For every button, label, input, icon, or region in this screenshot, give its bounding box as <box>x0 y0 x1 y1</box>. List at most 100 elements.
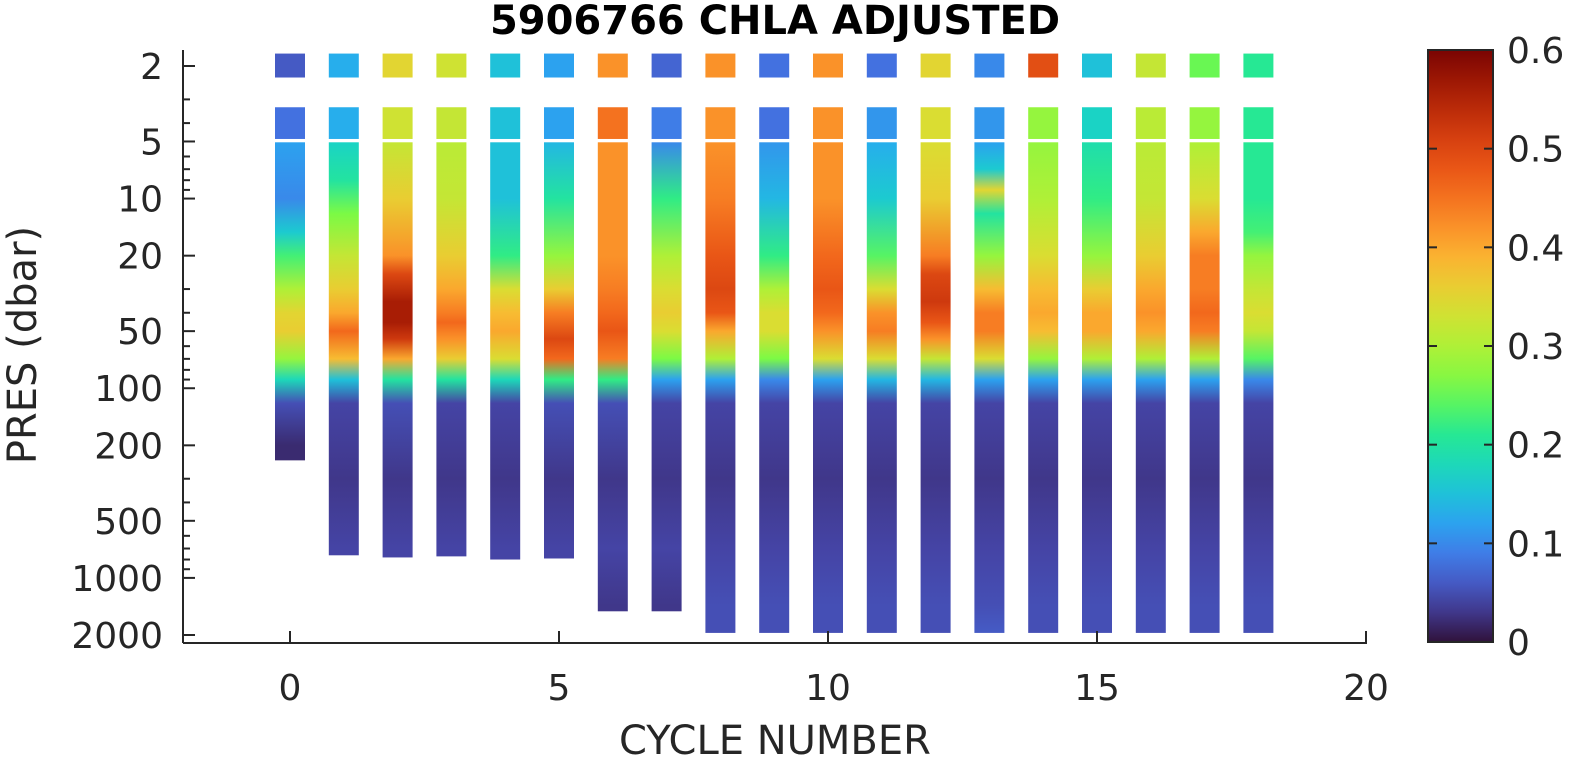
profile-1 <box>328 53 359 556</box>
y-tick-label: 2000 <box>71 616 163 657</box>
colorbar: 0 0.1 0.2 0.3 0.4 0.5 0.6 <box>1427 31 1564 664</box>
colorbar-tick-label: 0.3 <box>1507 327 1564 368</box>
profile-column <box>1135 142 1166 633</box>
profile-surface-cell <box>544 53 574 78</box>
profile-surface-cell <box>436 53 467 78</box>
profile-column <box>651 142 682 612</box>
profile-8 <box>705 53 736 633</box>
profile-surface-cell <box>328 53 359 78</box>
y-tick-label: 50 <box>117 312 163 353</box>
profile-12 <box>920 53 951 633</box>
y-tick-label: 5 <box>140 122 163 163</box>
y-axis-label: PRES (dbar) <box>0 226 46 464</box>
profile-upper-cell <box>490 107 521 139</box>
x-tick-label: 15 <box>1074 668 1120 709</box>
profile-column <box>705 142 736 633</box>
profile-0 <box>275 53 305 461</box>
profile-upper-cell <box>275 107 305 139</box>
profile-surface-cell <box>490 53 521 78</box>
colorbar-tick-label: 0.5 <box>1507 130 1564 171</box>
chart-title: 5906766 CHLA ADJUSTED <box>490 0 1060 44</box>
profile-surface-cell <box>1189 53 1220 78</box>
profile-17 <box>1189 53 1220 633</box>
profile-surface-cell <box>275 53 305 78</box>
profile-column <box>974 142 1005 633</box>
profile-upper-cell <box>920 107 951 139</box>
profile-surface-cell <box>597 53 628 78</box>
profile-column <box>866 142 897 633</box>
profile-upper-cell <box>1243 107 1274 139</box>
colorbar-tick-label: 0 <box>1507 623 1530 664</box>
profile-upper-cell <box>974 107 1005 139</box>
profile-column <box>920 142 951 633</box>
x-axis-label: CYCLE NUMBER <box>619 718 931 764</box>
profile-surface-cell <box>759 53 790 78</box>
profile-column <box>1189 142 1220 633</box>
profile-column <box>1028 142 1059 633</box>
profile-upper-cell <box>328 107 359 139</box>
plot-area <box>275 53 1274 633</box>
colorbar-gradient <box>1427 49 1494 643</box>
profile-column <box>1082 142 1112 633</box>
profile-upper-cell <box>1189 107 1220 139</box>
profile-upper-cell <box>544 107 574 139</box>
y-tick-label: 10 <box>117 180 163 221</box>
x-tick-label: 20 <box>1343 668 1389 709</box>
colorbar-tick-label: 0.1 <box>1507 524 1564 565</box>
profile-upper-cell <box>705 107 736 139</box>
y-tick-label: 500 <box>94 502 163 543</box>
profile-upper-cell <box>1135 107 1166 139</box>
colorbar-tick-label: 0.6 <box>1507 31 1564 72</box>
profile-column <box>1243 142 1274 633</box>
colorbar-tick-label: 0.4 <box>1507 228 1564 269</box>
profile-13 <box>974 53 1005 633</box>
profile-9 <box>759 53 790 633</box>
profile-upper-cell <box>651 107 682 139</box>
y-tick-label: 1000 <box>71 559 163 600</box>
profile-upper-cell <box>436 107 467 139</box>
profile-column <box>490 142 521 560</box>
profile-10 <box>813 53 843 633</box>
profile-column <box>275 142 305 461</box>
profile-upper-cell <box>1028 107 1059 139</box>
x-tick-label: 10 <box>805 668 851 709</box>
profile-14 <box>1028 53 1059 633</box>
profile-surface-cell <box>1135 53 1166 78</box>
x-tick-label: 5 <box>548 668 571 709</box>
profile-upper-cell <box>382 107 413 139</box>
profile-11 <box>866 53 897 633</box>
profile-surface-cell <box>813 53 843 78</box>
colorbar-tick-label: 0.2 <box>1507 426 1564 467</box>
profile-15 <box>1082 53 1112 633</box>
profile-column <box>328 142 359 556</box>
profile-7 <box>651 53 682 612</box>
profile-surface-cell <box>651 53 682 78</box>
profile-surface-cell <box>705 53 736 78</box>
profile-upper-cell <box>597 107 628 139</box>
profile-column <box>544 142 574 559</box>
profile-16 <box>1135 53 1166 633</box>
profile-surface-cell <box>920 53 951 78</box>
profile-18 <box>1243 53 1274 633</box>
profile-5 <box>544 53 574 559</box>
profile-2 <box>382 53 413 558</box>
profile-column <box>597 142 628 612</box>
profile-column <box>436 142 467 557</box>
profile-column <box>759 142 790 633</box>
profile-6 <box>597 53 628 612</box>
y-tick-label: 2 <box>140 47 163 88</box>
profile-surface-cell <box>1028 53 1059 78</box>
profile-4 <box>490 53 521 560</box>
profile-upper-cell <box>1082 107 1112 139</box>
profile-upper-cell <box>866 107 897 139</box>
profile-surface-cell <box>1082 53 1112 78</box>
profile-upper-cell <box>759 107 790 139</box>
profile-surface-cell <box>1243 53 1274 78</box>
profile-upper-cell <box>813 107 843 139</box>
profile-surface-cell <box>866 53 897 78</box>
y-tick-label: 20 <box>117 237 163 278</box>
y-tick-label: 100 <box>94 369 163 410</box>
profile-surface-cell <box>974 53 1005 78</box>
